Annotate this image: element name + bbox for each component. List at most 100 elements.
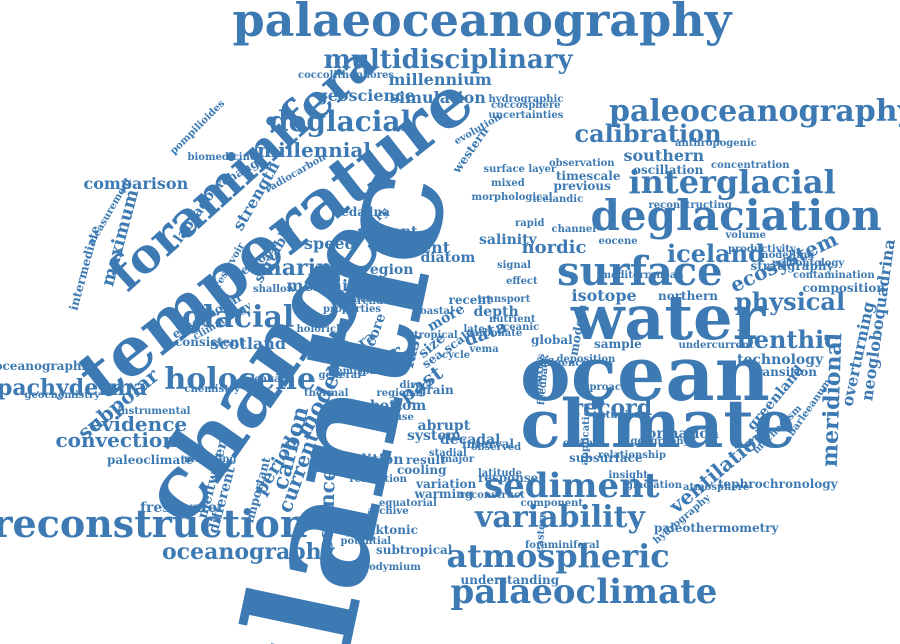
word-stadial: stadial — [429, 448, 467, 459]
word-geography: geography — [630, 436, 690, 447]
word-productivity: productivity — [728, 244, 796, 255]
word-thermal: thermal — [304, 388, 349, 399]
word-ocean: ocean — [520, 329, 770, 418]
word-studies: studies — [600, 410, 641, 421]
word-geochemistry: geochemistry — [24, 390, 100, 401]
word-holocene: holocene — [164, 362, 316, 397]
word-sample: sample — [594, 337, 642, 351]
word-simulation: simulation — [390, 88, 486, 107]
word-signal: signal — [497, 260, 531, 271]
word-convection: convection — [55, 428, 177, 452]
word-reconstruction: reconstruction — [0, 501, 308, 546]
word-volume: volume — [725, 230, 767, 241]
word-timescale: timescale — [556, 169, 621, 183]
word-paleothermometry: paleothermometry — [654, 521, 779, 535]
word-nordic: nordic — [521, 237, 587, 258]
word-shallow: shallow — [253, 284, 296, 295]
word-melonis: melonis — [286, 276, 358, 295]
word-trend: trend — [352, 296, 384, 307]
word-understanding: understanding — [460, 573, 560, 587]
word-physical: physical — [735, 287, 846, 316]
word-depth: depth — [473, 304, 519, 320]
word-surface: surface — [557, 248, 723, 295]
word-cycle: cycle — [442, 350, 471, 361]
word-influence: influence — [536, 358, 588, 369]
word-recent: recent — [448, 293, 492, 307]
word-technology: technology — [737, 352, 824, 368]
word-consistent: consistent — [175, 335, 245, 349]
word-paleoceanography: paleoceanography — [609, 94, 900, 129]
word-coccosphere: coccosphere — [491, 100, 561, 111]
word-implication: implication — [312, 514, 376, 525]
word-benthic: benthic — [737, 325, 839, 354]
word-pompilioides: pompilioides — [168, 98, 228, 158]
word-relationship: relationship — [598, 450, 666, 461]
word-subsurface: subsurface — [569, 451, 643, 465]
word-insight: insight — [608, 470, 648, 481]
word-neodymium: neodymium — [355, 562, 421, 573]
word-resolution: resolution — [349, 474, 407, 485]
word-properties: properties — [323, 304, 381, 315]
word-general: general — [318, 370, 362, 381]
word-carbonate: carbonate — [466, 328, 523, 339]
word-variation: variation — [416, 477, 477, 491]
word-diatom: diatom — [420, 250, 476, 266]
word-tropical: tropical — [414, 330, 458, 341]
word-iceland: iceland — [667, 239, 765, 268]
word-pachyderma: pachyderma — [0, 375, 148, 401]
word-reconstruct: reconstruct — [459, 490, 525, 501]
word-major: major — [441, 454, 475, 465]
word-equatorial: equatorial — [379, 498, 437, 509]
word-cooling: cooling — [397, 463, 447, 477]
word-transition: transition — [750, 365, 818, 379]
word-icelandic: icelandic — [532, 194, 584, 205]
word-paleontology: paleontology — [772, 258, 845, 269]
word-surface-layer: surface layer — [483, 164, 557, 175]
word-formation: formation — [641, 426, 719, 442]
word-oceanographic: oceanographic — [0, 359, 94, 373]
word-coastal: coastal — [414, 306, 454, 317]
word-leakage: leakage — [250, 374, 294, 385]
word-eocene: eocene — [598, 236, 638, 247]
word-hydrographic: hydrographic — [488, 94, 564, 105]
word-oscillation: oscillation — [633, 163, 704, 177]
word-morphological: morphological — [471, 192, 553, 203]
word-warming: warming — [414, 487, 474, 501]
word-response: response — [478, 471, 539, 485]
word-comparison: comparison — [83, 174, 189, 193]
word-deglacial: deglacial — [269, 105, 412, 138]
word-component: component — [520, 498, 584, 509]
word-observed: observed — [471, 442, 522, 453]
word-late: late — [463, 324, 485, 335]
word-contamination: contamination — [793, 270, 875, 281]
word-bottom: bottom — [370, 398, 427, 414]
word-glaciation: glaciation — [626, 480, 682, 491]
word-direct: direct — [399, 380, 433, 391]
word-multidisciplinary: multidisciplinary — [323, 45, 573, 75]
word-variability: variability — [475, 500, 645, 535]
word-sedadna: sedadna — [334, 205, 390, 219]
word-planktonic: planktonic — [346, 523, 418, 537]
word-southern: southern — [623, 146, 705, 165]
word-potential: potential — [340, 536, 392, 547]
word-impact: impact — [332, 294, 372, 305]
word-climate: climate — [520, 385, 796, 463]
word-previous: previous — [553, 179, 611, 193]
word-record: record — [571, 395, 653, 421]
word-regional: regional — [376, 388, 424, 399]
word-oceanic: oceanic — [496, 322, 540, 333]
word-concentration: concentration — [711, 160, 790, 171]
word-interglacial: interglacial — [628, 163, 836, 201]
word-stratigraphy: stratigraphy — [750, 259, 834, 273]
word-paleoclimate: paleoclimate — [107, 453, 194, 467]
word-northern: northern — [658, 289, 718, 303]
word-speed: speed — [304, 234, 356, 253]
word-cause: cause — [382, 412, 414, 423]
word-marine: marine — [258, 255, 346, 281]
word-salinity: salinity — [479, 232, 537, 248]
word-deposition: deposition — [556, 354, 616, 365]
word-hemisphere: hemisphere — [329, 366, 395, 377]
word-palaeoceanography: palaeoceanography — [232, 0, 732, 47]
word-interval: interval — [462, 437, 515, 451]
